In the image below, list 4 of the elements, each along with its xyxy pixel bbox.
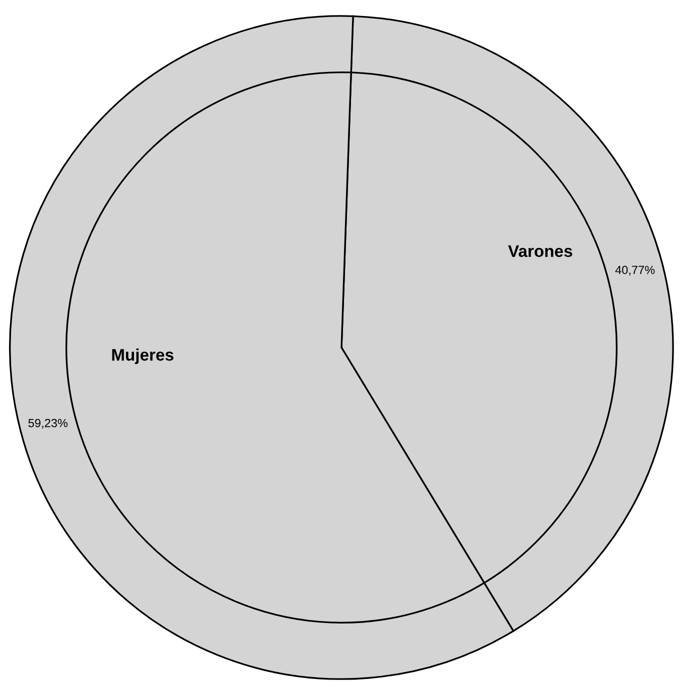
data-label: 59,23%: [28, 418, 68, 429]
slice-label: Mujeres: [112, 348, 174, 364]
slice-label: Varones: [508, 245, 572, 258]
data-label: 40,77%: [615, 266, 655, 276]
